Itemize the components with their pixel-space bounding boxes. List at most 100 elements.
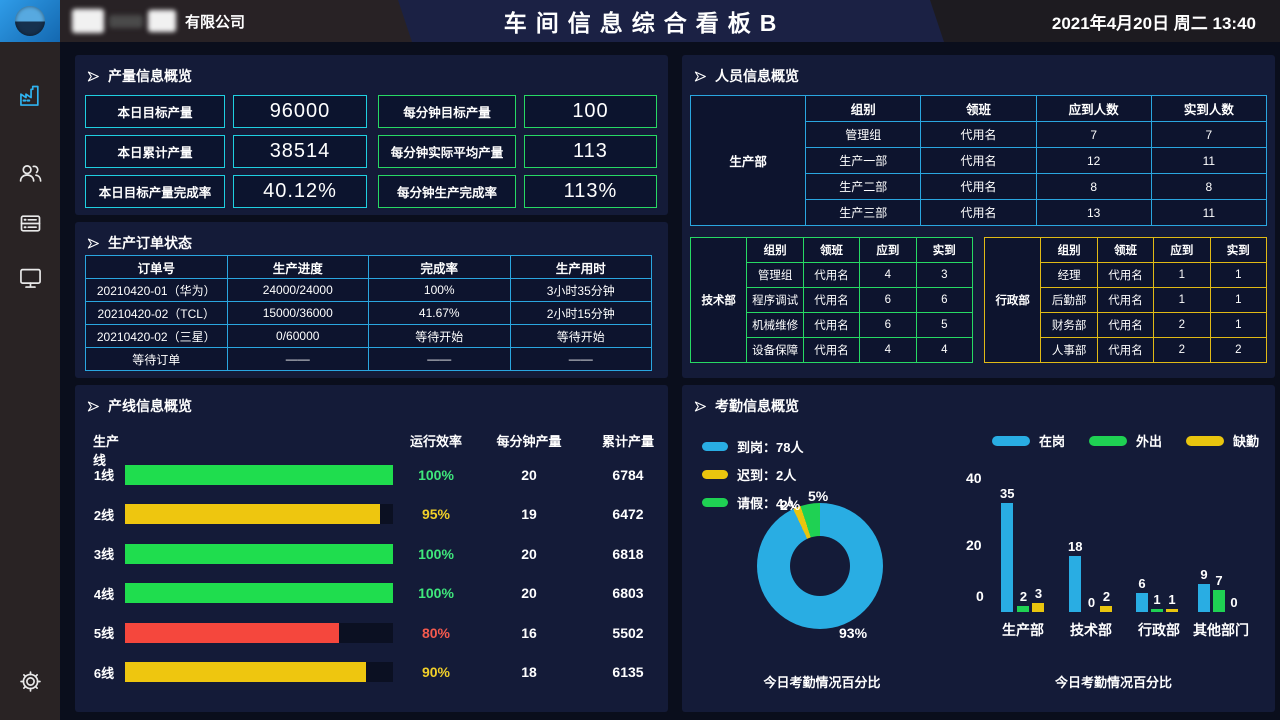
total-value: 6135 bbox=[612, 664, 644, 681]
attendance-bar-chart: 在岗 外出 缺勤 40 20 0 35 2 3 生产部 18 0 2 技术部 6 1 1 行政部 9 7 0 其他部门 … bbox=[952, 385, 1275, 712]
table-row: 人事部 代用名 2 2 bbox=[985, 337, 1268, 363]
stat-value-box: 113 bbox=[524, 135, 657, 168]
cell: 2 bbox=[1153, 312, 1211, 338]
table-header-row: 技术部 组别 领班 应到 实到 bbox=[689, 237, 974, 363]
category-label: 行政部 bbox=[1138, 622, 1180, 638]
per-minute-value: 20 bbox=[521, 585, 537, 602]
legend-item: 缺勤 bbox=[1186, 431, 1259, 450]
sidebar-item-orders[interactable] bbox=[0, 210, 60, 237]
cell: 7 bbox=[1035, 121, 1152, 148]
sidebar-item-factory[interactable] bbox=[0, 82, 60, 109]
total-value: 6803 bbox=[612, 585, 644, 602]
bar-value-label: 18 bbox=[1068, 539, 1083, 554]
column-header-cell: 生产用时 bbox=[509, 255, 652, 279]
table-row: 设备保障 代用名 4 4 bbox=[691, 337, 974, 363]
efficiency-bar-fill bbox=[125, 583, 393, 604]
cell: —— bbox=[226, 347, 369, 371]
cell: 代用名 bbox=[802, 312, 861, 338]
sidebar-item-personnel[interactable] bbox=[0, 159, 60, 186]
cell: 代用名 bbox=[802, 337, 861, 363]
stat-value-box: 100 bbox=[524, 95, 657, 128]
department-cell: 技术部 bbox=[689, 237, 748, 363]
column-header-cell: 领班 bbox=[802, 237, 861, 263]
cell: 等待开始 bbox=[368, 324, 511, 348]
bar-column: 7 bbox=[1213, 573, 1225, 612]
efficiency-value: 80% bbox=[421, 624, 451, 641]
y-axis-tick: 40 bbox=[966, 470, 982, 486]
bar bbox=[1001, 503, 1014, 612]
company-logo bbox=[0, 0, 60, 42]
bar-value-label: 1 bbox=[1168, 592, 1176, 607]
bar-value-label: 6 bbox=[1138, 576, 1146, 591]
bar-column: 9 bbox=[1198, 567, 1210, 612]
cell: 4 bbox=[915, 337, 974, 363]
cell: —— bbox=[368, 347, 511, 371]
line-name: 3线 bbox=[93, 547, 115, 563]
bar-value-label: 9 bbox=[1200, 567, 1208, 582]
bar-column: 1 bbox=[1151, 592, 1163, 612]
sidebar-item-monitor[interactable] bbox=[0, 264, 60, 291]
stat-label: 本日目标产量完成率 bbox=[98, 186, 212, 200]
legend-label: 在岗 bbox=[1039, 434, 1066, 449]
line-row: 5线 80% 16 5502 bbox=[83, 613, 677, 653]
stat-label-box: 每分钟生产完成率 bbox=[378, 175, 516, 208]
bar-column: 2 bbox=[1100, 589, 1113, 612]
cell: 生产二部 bbox=[805, 173, 922, 200]
legend-swatch bbox=[992, 435, 1030, 446]
total-value: 5502 bbox=[612, 624, 644, 641]
per-minute-value: 16 bbox=[521, 624, 537, 641]
cell: 4 bbox=[859, 337, 917, 363]
table-row: 20210420-02（三星） 0/60000 等待开始 等待开始 bbox=[85, 324, 652, 348]
cell: 1 bbox=[1209, 262, 1268, 288]
bars-caption: 今日考勤情况百分比 bbox=[1054, 675, 1172, 690]
cell: 100% bbox=[368, 278, 511, 302]
cell: —— bbox=[509, 347, 652, 371]
category-label: 技术部 bbox=[1070, 622, 1112, 638]
lines-rows: 1线 100% 20 6784 2线 95% 19 6472 3线 100% 20 6818 4线 100… bbox=[83, 455, 677, 692]
bar bbox=[1136, 593, 1148, 612]
cell: 20210420-01（华为） bbox=[85, 278, 228, 302]
bar-column: 3 bbox=[1032, 586, 1045, 612]
category-label: 生产部 bbox=[1002, 622, 1044, 638]
panel-title: 产线信息概览 bbox=[87, 396, 192, 416]
y-axis-tick: 0 bbox=[976, 588, 984, 604]
panel-line-overview: 产线信息概览 生产线 运行效率 每分钟产量 累计产量 1线 100% 20 6784 2… bbox=[75, 385, 668, 712]
legend-swatch bbox=[702, 470, 728, 479]
bar-value-label: 1 bbox=[1153, 592, 1161, 607]
legend-item: 请假：4人 bbox=[702, 493, 803, 512]
bar-value-label: 2 bbox=[1102, 589, 1111, 604]
table-row: 后勤部 代用名 1 1 bbox=[985, 287, 1268, 313]
panel-production-overview: 产量信息概览 本日目标产量 96000 本日累计产量 38514 本日目标产量完成率 40… bbox=[75, 55, 668, 215]
users-icon bbox=[19, 165, 41, 182]
header: 车间信息综合看板B 有限公司 2021年4月20日 周二 13:40 bbox=[0, 0, 1280, 42]
legend-label: 到岗：78人 bbox=[737, 440, 804, 455]
monitor-icon bbox=[19, 268, 41, 288]
legend-item: 外出 bbox=[1089, 431, 1162, 450]
stat-label: 本日目标产量 bbox=[117, 106, 193, 120]
column-header-cell: 组别 bbox=[746, 237, 804, 263]
production-stats-daily: 本日目标产量 96000 本日累计产量 38514 本日目标产量完成率 40.12% bbox=[85, 95, 367, 208]
donut-caption: 今日考勤情况百分比 bbox=[763, 675, 881, 690]
column-header-cell: 组别 bbox=[1040, 237, 1098, 263]
cell: 20210420-02（三星） bbox=[85, 324, 228, 348]
redacted-blob bbox=[148, 10, 176, 32]
sidebar-item-settings[interactable] bbox=[0, 668, 60, 695]
column-header-cell: 实到人数 bbox=[1150, 95, 1268, 122]
table-row: 生产一部 代用名 12 11 bbox=[691, 147, 1268, 174]
bar bbox=[1151, 609, 1163, 612]
stat-value-box: 38514 bbox=[233, 135, 367, 168]
cell: 管理组 bbox=[805, 121, 922, 148]
table-row: 程序调试 代用名 6 6 bbox=[691, 287, 974, 313]
arrow-icon bbox=[694, 70, 706, 82]
per-minute-value: 18 bbox=[521, 664, 537, 681]
panel-personnel-overview: 人员信息概览 生产部 组别 领班 应到人数 实到人数 管理组 代用名 7 7 生产一部 代用名 12 1… bbox=[682, 55, 1275, 378]
efficiency-value: 100% bbox=[418, 585, 454, 602]
cell: 7 bbox=[1150, 121, 1268, 148]
cell: 12 bbox=[1035, 147, 1152, 174]
panel-title: 考勤信息概览 bbox=[694, 396, 799, 416]
column-header-cell: 领班 bbox=[1096, 237, 1155, 263]
cell: 5 bbox=[915, 312, 974, 338]
cell: 代用名 bbox=[920, 121, 1037, 148]
total-value: 6784 bbox=[612, 466, 644, 483]
bar-value-label: 0 bbox=[1230, 595, 1238, 610]
